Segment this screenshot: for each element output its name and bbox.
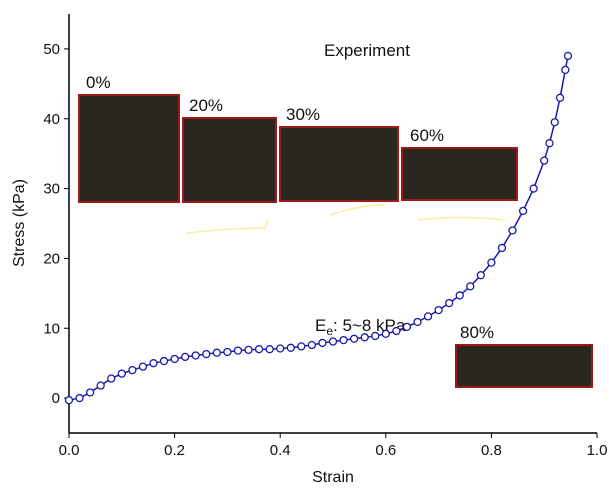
x-tick-label: 1.0 <box>587 442 608 459</box>
data-point <box>233 346 243 355</box>
data-point <box>550 118 559 127</box>
data-point <box>223 347 232 357</box>
data-point <box>276 344 285 353</box>
annotation: 30% <box>286 105 320 124</box>
data-point <box>128 365 137 375</box>
annotation: 20% <box>189 96 223 115</box>
data-point <box>508 226 517 235</box>
data-point <box>297 342 306 351</box>
data-point <box>540 156 549 165</box>
photo <box>182 117 277 203</box>
data-point <box>518 206 528 216</box>
data-point <box>563 51 573 61</box>
data-point <box>244 345 253 355</box>
data-point <box>149 359 158 368</box>
x-tick-label: 0.0 <box>59 442 80 459</box>
data-point <box>371 331 380 341</box>
data-point <box>381 329 390 338</box>
data-point <box>159 356 169 366</box>
data-point <box>545 139 554 148</box>
data-point <box>265 345 274 354</box>
data-point <box>138 362 148 371</box>
x-tick-label: 0.4 <box>270 442 291 459</box>
data-point <box>529 184 538 193</box>
annotation: 80% <box>460 323 494 342</box>
data-point <box>487 258 496 267</box>
y-tick-label: 50 <box>43 41 60 58</box>
annotation: Ee: 5~8 kPa <box>315 316 406 338</box>
data-point <box>392 326 401 336</box>
y-tick-label: 40 <box>43 111 60 128</box>
data-point <box>75 393 84 403</box>
data-point <box>445 298 454 308</box>
data-point <box>85 388 95 397</box>
data-point <box>476 271 485 280</box>
annotation: 60% <box>410 126 444 145</box>
data-point <box>286 343 295 352</box>
data-point <box>254 345 264 354</box>
annotation: 0% <box>86 73 111 92</box>
data-point <box>328 337 338 346</box>
photo <box>455 344 593 388</box>
data-point <box>423 312 433 321</box>
photo <box>279 126 399 202</box>
data-point <box>212 348 221 357</box>
data-point <box>413 317 422 327</box>
y-tick-label: 0 <box>52 390 60 407</box>
photo <box>78 94 180 203</box>
y-tick-label: 10 <box>43 320 60 337</box>
data-point <box>96 381 105 390</box>
data-point <box>360 333 369 342</box>
data-point <box>202 349 211 359</box>
x-tick-label: 0.2 <box>164 442 185 459</box>
data-point <box>64 396 74 405</box>
data-point <box>402 322 412 332</box>
data-point <box>107 374 116 383</box>
x-tick-label: 0.8 <box>481 442 502 459</box>
sketch <box>186 204 506 234</box>
y-axis-label: Stress (kPa) <box>11 179 28 267</box>
data-point <box>434 305 443 315</box>
data-point <box>318 338 327 348</box>
x-axis-label: Strain <box>312 469 354 486</box>
data-point <box>561 65 570 75</box>
y-tick-label: 30 <box>43 181 60 198</box>
data-point <box>466 282 475 291</box>
data-point <box>455 291 464 300</box>
annotation-part: E <box>315 316 326 335</box>
data-point <box>349 334 359 343</box>
data-point <box>181 352 190 362</box>
data-point <box>191 351 200 360</box>
y-tick-label: 20 <box>43 250 60 267</box>
photo <box>401 147 518 201</box>
data-point <box>307 340 317 350</box>
data-point <box>497 243 507 253</box>
annotation: Experiment <box>324 41 410 60</box>
data-point <box>170 354 179 364</box>
data-point <box>117 369 126 378</box>
data-point <box>339 335 348 345</box>
data-point <box>555 93 565 102</box>
x-tick-label: 0.6 <box>375 442 396 459</box>
annotation-part: e <box>326 324 333 338</box>
